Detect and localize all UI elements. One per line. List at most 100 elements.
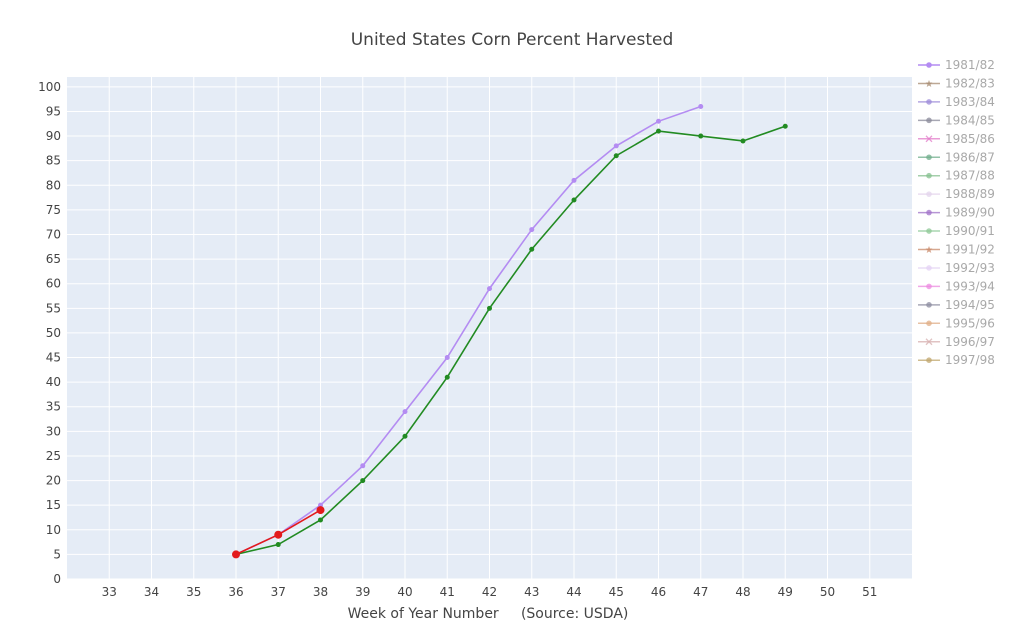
legend-item-1996-97[interactable]: 1996/97 — [918, 335, 995, 349]
y-tick-label: 90 — [46, 129, 61, 143]
data-point — [571, 177, 577, 183]
x-tick-label: 38 — [313, 585, 328, 599]
data-point — [571, 197, 577, 203]
legend-item-1988-89[interactable]: 1988/89 — [918, 187, 995, 201]
x-tick-label: 33 — [102, 585, 117, 599]
x-tick-label: 45 — [609, 585, 624, 599]
data-point — [613, 153, 619, 159]
data-point — [360, 478, 366, 484]
data-point — [529, 227, 535, 233]
x-tick-label: 39 — [355, 585, 370, 599]
legend-label: 1992/93 — [945, 261, 995, 275]
legend-item-1991-92[interactable]: 1991/92 — [918, 243, 995, 257]
legend-label: 1988/89 — [945, 187, 995, 201]
legend-item-1984-85[interactable]: 1984/85 — [918, 113, 995, 127]
legend-item-1993-94[interactable]: 1993/94 — [918, 279, 995, 293]
data-point — [232, 550, 240, 559]
data-point — [529, 246, 535, 252]
series-1981-82 — [233, 104, 704, 557]
x-tick-label: 48 — [735, 585, 750, 599]
legend-item-1985-86[interactable]: 1985/86 — [918, 132, 995, 146]
chart-title: United States Corn Percent Harvested — [351, 30, 674, 50]
legend-label: 1995/96 — [945, 316, 995, 330]
data-point — [275, 542, 281, 548]
x-tick-label: 43 — [524, 585, 539, 599]
x-tick-label: 50 — [820, 585, 835, 599]
legend-marker — [926, 228, 932, 234]
series-unnamed-228b22 — [233, 123, 788, 557]
legend-label: 1985/86 — [945, 132, 995, 146]
data-point — [444, 355, 450, 361]
y-tick-label: 5 — [53, 547, 61, 561]
data-point — [402, 409, 408, 415]
data-point — [444, 374, 450, 380]
legend-label: 1994/95 — [945, 298, 995, 312]
data-point — [656, 118, 661, 124]
x-tick-label: 47 — [693, 585, 708, 599]
legend-item-1994-95[interactable]: 1994/95 — [918, 298, 995, 312]
legend-item-1987-88[interactable]: 1987/88 — [918, 169, 995, 183]
x-tick-label: 44 — [566, 585, 581, 599]
data-point — [487, 286, 492, 292]
legend-label: 1983/84 — [945, 95, 995, 109]
legend-marker — [925, 338, 933, 346]
legend-label: 1990/91 — [945, 224, 995, 238]
legend-marker — [926, 357, 932, 364]
legend-marker — [926, 117, 932, 124]
legend-label: 1981/82 — [945, 58, 995, 72]
legend-item-1981-82[interactable]: 1981/82 — [918, 58, 995, 72]
series-line — [235, 105, 702, 556]
legend-item-1997-98[interactable]: 1997/98 — [918, 353, 995, 367]
data-point — [613, 143, 619, 149]
legend-marker — [925, 135, 933, 143]
x-tick-label: 41 — [440, 585, 455, 599]
legend-marker — [925, 79, 933, 87]
x-tick-label: 49 — [778, 585, 793, 599]
data-point — [316, 506, 325, 515]
y-tick-label: 55 — [46, 301, 61, 315]
legend-item-1983-84[interactable]: 1983/84 — [918, 95, 995, 109]
legend-item-1992-93[interactable]: 1992/93 — [918, 261, 995, 275]
x-tick-label: 37 — [271, 585, 286, 599]
x-axis-ticks: 33 34 35 36 37 38 39 40 41 42 43 44 45 46 47 48 49 50 51 — [102, 585, 878, 599]
y-tick-label: 15 — [46, 498, 61, 512]
y-tick-label: 85 — [46, 154, 61, 168]
legend-marker — [926, 62, 932, 68]
x-tick-label: 34 — [144, 585, 159, 599]
legend-marker — [926, 209, 932, 216]
y-tick-label: 50 — [46, 326, 61, 340]
data-point — [782, 123, 788, 129]
legend-item-1995-96[interactable]: 1995/96 — [918, 316, 995, 330]
y-axis-ticks: 0 5 10 15 20 25 30 35 40 45 50 55 60 65 70 75 80 85 90 95 10… — [38, 80, 61, 586]
data-point — [740, 138, 746, 144]
series-unnamed-e31a1c — [232, 506, 325, 559]
y-tick-label: 95 — [46, 104, 61, 118]
x-tick-label: 42 — [482, 585, 497, 599]
y-tick-label: 65 — [46, 252, 61, 266]
y-tick-label: 30 — [46, 424, 61, 438]
y-tick-label: 0 — [53, 572, 61, 586]
legend-item-1986-87[interactable]: 1986/87 — [918, 150, 995, 164]
legend-label: 1986/87 — [945, 150, 995, 164]
y-tick-label: 70 — [46, 227, 61, 241]
data-point — [274, 530, 283, 539]
legend-item-1982-83[interactable]: 1982/83 — [918, 76, 995, 90]
legend-item-1990-91[interactable]: 1990/91 — [918, 224, 995, 238]
legend-item-1989-90[interactable]: 1989/90 — [918, 206, 995, 220]
x-tick-label: 51 — [862, 585, 877, 599]
x-axis-label: Week of Year Number (Source: USDA) — [348, 606, 629, 622]
data-point — [487, 305, 492, 311]
x-tick-label: 36 — [228, 585, 243, 599]
data-point — [318, 517, 323, 523]
legend[interactable]: 1981/82 1982/83 1983/84 1984/85 1985/86 1986/… — [918, 58, 995, 367]
legend-marker — [926, 265, 932, 271]
y-tick-label: 25 — [46, 449, 61, 463]
y-tick-label: 10 — [46, 523, 61, 537]
y-tick-label: 45 — [46, 351, 61, 365]
y-tick-label: 60 — [46, 277, 61, 291]
legend-label: 1993/94 — [945, 279, 995, 293]
x-tick-label: 46 — [651, 585, 666, 599]
legend-label: 1984/85 — [945, 113, 995, 127]
legend-label: 1997/98 — [945, 353, 995, 367]
